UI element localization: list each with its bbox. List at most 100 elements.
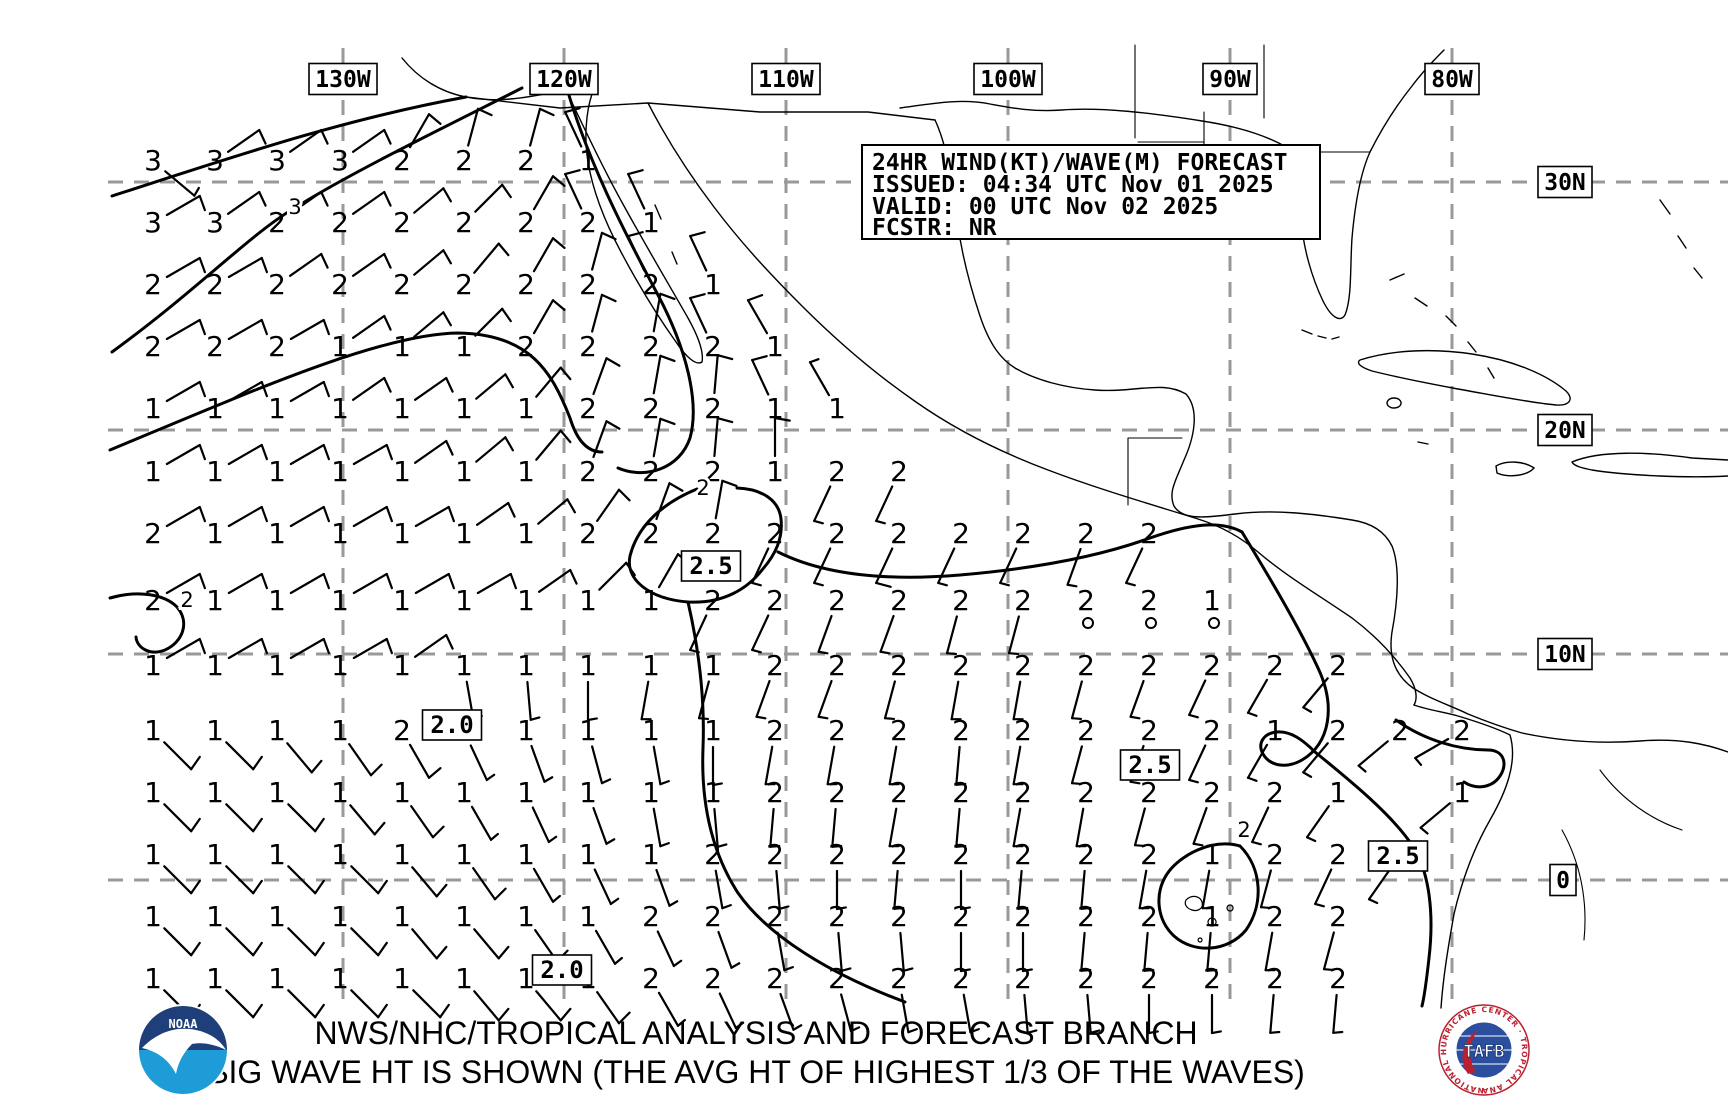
wind-barb: 1	[751, 355, 784, 425]
barb-staff	[476, 501, 510, 526]
barb-tick	[813, 581, 824, 587]
barb-staff	[591, 231, 604, 271]
wave-height-value: 1	[393, 900, 411, 933]
barb-tick	[551, 175, 566, 187]
barb-tick	[711, 782, 723, 787]
barb-staff	[225, 741, 255, 771]
wave-height-value: 1	[206, 584, 224, 617]
lat-label-0: 0	[1556, 868, 1570, 894]
barb-staff	[689, 296, 708, 334]
barb-staff	[163, 927, 193, 957]
wave-height-value: 2	[952, 714, 970, 747]
wave-height-value: 1	[517, 714, 535, 747]
barb-tick	[383, 376, 392, 393]
wave-height-value: 2	[579, 517, 597, 550]
wind-barb: 2	[704, 354, 734, 425]
wave-height-value: 2	[1329, 714, 1347, 747]
barb-tick	[883, 717, 896, 721]
wind-barb: 2	[890, 900, 914, 972]
wave-height-value: 1	[1203, 584, 1221, 617]
barb-staff	[414, 376, 448, 401]
barb-tick	[252, 1003, 263, 1019]
wave-height-value: 1	[642, 206, 660, 239]
wave-height-value: 1	[268, 900, 286, 933]
barb-staff	[1023, 993, 1029, 1034]
barb-tick	[190, 755, 201, 771]
wave-height-value: 2	[579, 206, 597, 239]
wave-height-value: 2	[1140, 584, 1158, 617]
wind-barb: 2	[393, 714, 442, 779]
barb-tick	[1017, 906, 1029, 910]
barb-tick	[1147, 1030, 1159, 1035]
wind-barb: 3	[206, 128, 267, 177]
barb-tick	[559, 1007, 572, 1022]
wave-height-value: 2	[206, 330, 224, 363]
barb-tick	[427, 767, 442, 779]
wind-barb: 2	[1329, 962, 1347, 1034]
wave-height-value: 1	[579, 584, 597, 617]
wind-barb: 2	[828, 962, 861, 1033]
barb-tick	[435, 945, 448, 960]
wave-height-value: 2	[1140, 517, 1158, 550]
wave-height-value: 1	[455, 900, 473, 933]
lon-label-130W: 130W	[315, 67, 371, 93]
barb-tick	[605, 357, 621, 367]
barb-staff	[652, 807, 662, 848]
wind-barb: 1	[642, 714, 670, 786]
wind-barb: 2	[579, 488, 631, 550]
wind-barb: 1	[579, 900, 623, 965]
wind-barb: 1	[331, 637, 393, 682]
contour-label-box	[680, 550, 742, 582]
wind-barb: 2	[206, 256, 268, 301]
wind-barb: 1	[393, 505, 455, 550]
barb-staff	[714, 869, 724, 910]
wave-height-value: 1	[393, 962, 411, 995]
wind-barb: 2	[888, 776, 908, 848]
wind-barb: 2	[945, 584, 970, 656]
barb-tick	[1070, 717, 1083, 721]
wind-barb: 2	[1014, 838, 1032, 910]
barb-staff	[751, 358, 770, 396]
wind-barb: 1	[144, 776, 201, 833]
barb-staff	[350, 927, 380, 957]
barb-tick	[893, 906, 905, 910]
barb-tick	[697, 717, 710, 721]
barb-staff	[225, 865, 255, 895]
barb-staff	[594, 929, 617, 965]
wave-height-value: 1	[579, 144, 597, 177]
wave-height-value: 2	[455, 206, 473, 239]
wind-barb: 2	[817, 649, 846, 720]
wind-barb: 2	[1302, 714, 1347, 778]
barb-tick	[751, 581, 762, 587]
wave-height-value: 2	[393, 206, 411, 239]
barb-staff	[888, 807, 898, 848]
wind-barb: 3	[331, 128, 392, 177]
wave-height-value: 2	[144, 268, 162, 301]
barb-staff	[472, 867, 497, 901]
wind-barb: 2	[828, 838, 847, 911]
barb-staff	[1259, 869, 1272, 909]
barb-tick	[198, 572, 206, 590]
wave-height-value: 1	[268, 584, 286, 617]
wave-height-value: 2	[1329, 962, 1347, 995]
barb-staff	[411, 928, 438, 960]
barb-staff	[808, 361, 831, 397]
barb-tick	[547, 835, 558, 844]
wave-height-value: 3	[206, 206, 224, 239]
barb-tick	[252, 817, 263, 833]
barb-tick	[1419, 826, 1429, 835]
barb-staff	[1133, 807, 1146, 847]
barb-staff	[532, 299, 555, 335]
barb-staff	[350, 865, 380, 895]
wave-height-value: 1	[268, 649, 286, 682]
noaa-seagull-icon	[142, 1028, 226, 1074]
wave-height-value: 2	[1140, 900, 1158, 933]
barb-tick	[322, 443, 330, 461]
barb-tick	[373, 821, 386, 836]
border-yucatan	[1127, 437, 1183, 506]
lon-label-100W: 100W	[980, 67, 1036, 93]
barb-staff	[413, 311, 445, 338]
barb-tick	[879, 650, 891, 655]
wave-height-value: 2	[952, 838, 970, 871]
